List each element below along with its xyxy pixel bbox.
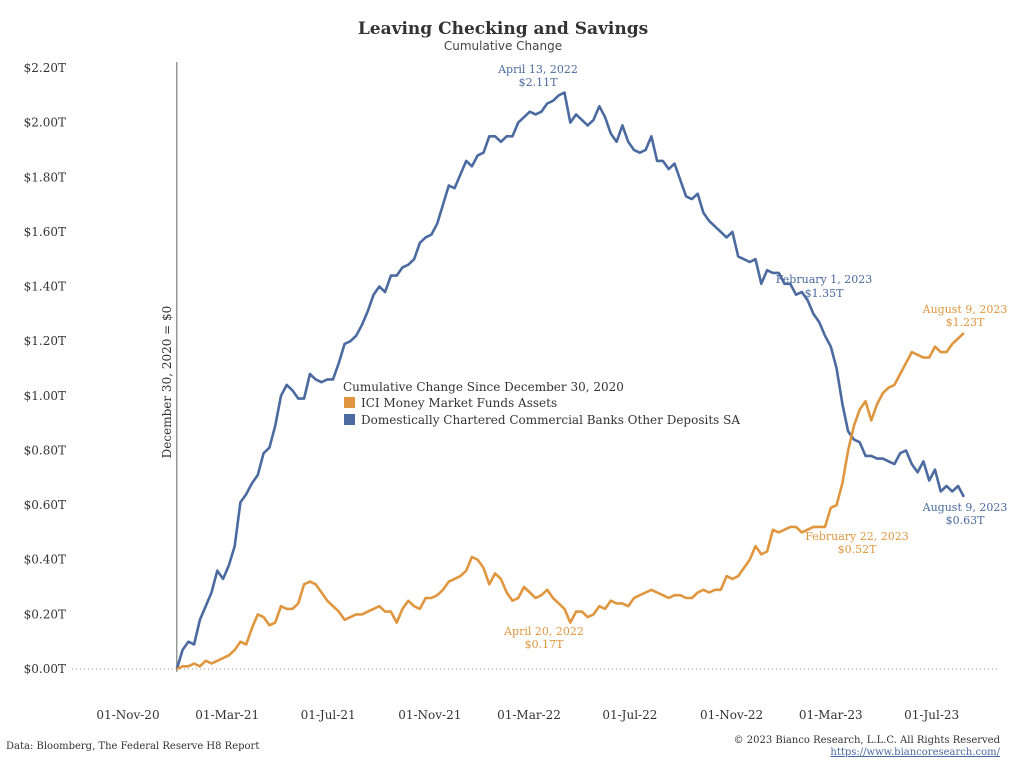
y-tick-label: $0.60T xyxy=(24,498,66,512)
x-tick-label: 01-Jul-22 xyxy=(602,708,657,722)
annotation-aug9-mmf-value: $1.23T xyxy=(946,316,985,329)
annotation-aug9-mmf: August 9, 2023 $1.23T xyxy=(922,303,1008,329)
annotation-aug9-banks-value: $0.63T xyxy=(946,514,985,527)
annotation-apr20-2022: April 20, 2022 $0.17T xyxy=(503,625,584,651)
x-tick-label: 01-Jul-21 xyxy=(301,708,356,722)
y-tick-label: $1.20T xyxy=(24,334,66,348)
x-axis: 01-Nov-20 01-Mar-21 01-Jul-21 01-Nov-21 01-M… xyxy=(96,708,959,722)
annotation-feb1-2023: February 1, 2023 $1.35T xyxy=(776,273,872,300)
y-tick-label: $2.20T xyxy=(24,61,66,75)
y-tick-label: $1.80T xyxy=(24,170,66,184)
source-note: Data: Bloomberg, The Federal Reserve H8 … xyxy=(6,741,259,752)
y-tick-label: $0.00T xyxy=(24,662,66,676)
legend: Cumulative Change Since December 30, 202… xyxy=(343,380,740,427)
x-tick-label: 01-Jul-23 xyxy=(904,708,959,722)
annotation-feb1-value: $1.35T xyxy=(805,287,844,300)
chart-title: Leaving Checking and Savings xyxy=(358,19,648,39)
x-tick-label: 01-Mar-23 xyxy=(799,708,863,722)
annotation-peak-value: $2.11T xyxy=(519,76,558,89)
start-date-marker-label: December 30, 2020 = $0 xyxy=(160,306,174,459)
website-link[interactable]: https://www.biancoresearch.com/ xyxy=(830,747,1000,758)
y-tick-label: $2.00T xyxy=(24,116,66,130)
legend-entry-banks: Domestically Chartered Commercial Banks … xyxy=(361,413,740,427)
annotation-peak: April 13, 2022 $2.11T xyxy=(497,63,578,89)
x-tick-label: 01-Mar-22 xyxy=(497,708,561,722)
x-tick-label: 01-Mar-21 xyxy=(195,708,259,722)
x-tick-label: 01-Nov-20 xyxy=(96,708,159,722)
series-line-banks-deposits xyxy=(175,91,966,670)
y-axis: $0.00T $0.20T $0.40T $0.60T $0.80T $1.00T $1.2… xyxy=(24,61,66,676)
copyright-note: © 2023 Bianco Research, L.L.C. All Right… xyxy=(734,735,1001,746)
annotation-aug9-mmf-date: August 9, 2023 xyxy=(922,303,1008,316)
y-tick-label: $0.40T xyxy=(24,553,66,567)
chart-subtitle: Cumulative Change xyxy=(444,39,562,53)
y-tick-label: $1.00T xyxy=(24,389,66,403)
annotation-feb22-date: February 22, 2023 xyxy=(805,530,908,543)
annotation-apr20-date: April 20, 2022 xyxy=(503,625,584,638)
y-tick-label: $1.40T xyxy=(24,280,66,294)
annotation-apr20-value: $0.17T xyxy=(525,638,564,651)
annotation-feb22-2023: February 22, 2023 $0.52T xyxy=(805,530,908,556)
series-line-money-market-funds xyxy=(176,332,965,671)
y-tick-label: $0.80T xyxy=(24,443,66,457)
annotation-feb1-date: February 1, 2023 xyxy=(776,273,872,286)
annotation-aug9-banks-date: August 9, 2023 xyxy=(922,501,1008,514)
x-tick-label: 01-Nov-21 xyxy=(398,708,461,722)
legend-swatch-banks xyxy=(344,414,355,425)
legend-entry-mmf: ICI Money Market Funds Assets xyxy=(361,396,557,410)
legend-swatch-mmf xyxy=(344,397,355,408)
y-tick-label: $1.60T xyxy=(24,225,66,239)
y-tick-label: $0.20T xyxy=(24,607,66,621)
annotation-feb22-value: $0.52T xyxy=(838,543,877,556)
annotation-aug9-banks: August 9, 2023 $0.63T xyxy=(922,501,1008,527)
legend-title: Cumulative Change Since December 30, 202… xyxy=(343,380,624,394)
annotation-peak-date: April 13, 2022 xyxy=(497,63,578,76)
x-tick-label: 01-Nov-22 xyxy=(700,708,763,722)
